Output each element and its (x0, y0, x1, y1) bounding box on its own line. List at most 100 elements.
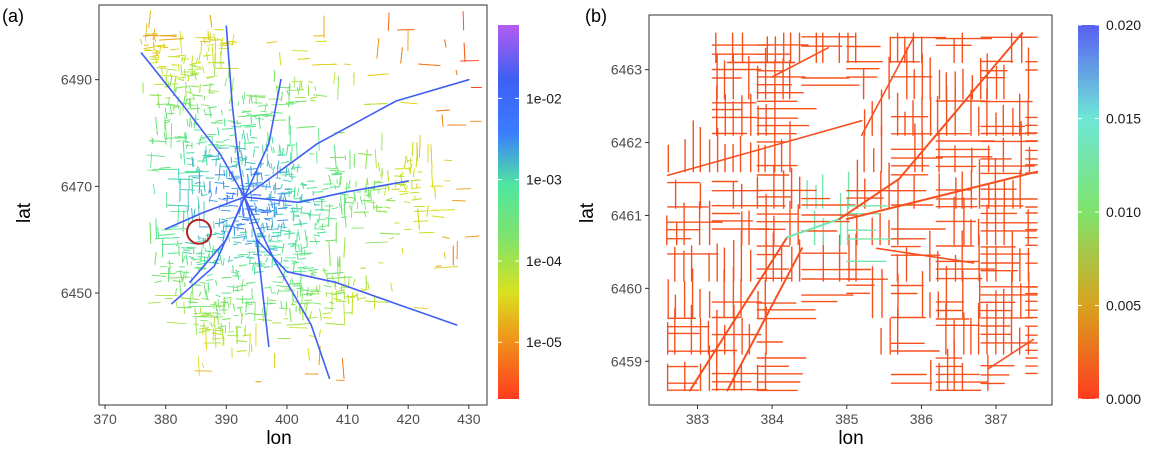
road-segment (236, 120, 239, 125)
road-segment (215, 186, 217, 195)
road-segment (265, 209, 273, 212)
street-segment (898, 32, 1024, 180)
road-segment (220, 220, 228, 223)
road-segment (215, 119, 223, 122)
road-segment (451, 199, 466, 202)
road-segment (341, 357, 345, 379)
colorbar-tick-label: 0.005 (1106, 298, 1141, 314)
road-segment (317, 213, 321, 224)
road-segment (310, 289, 320, 292)
road-segment (198, 236, 205, 240)
road-segment (204, 328, 213, 331)
road-segment (229, 298, 232, 306)
road-segment (390, 282, 393, 292)
road-segment (323, 285, 332, 288)
road-segment (335, 290, 345, 292)
y-axis-a: 6450 6470 6490 (61, 72, 99, 301)
road-segment (270, 163, 273, 171)
road-segment (243, 235, 246, 241)
road-segment (343, 207, 347, 228)
road-segment (221, 127, 234, 130)
road-segment (310, 99, 316, 102)
road-segment (333, 72, 336, 85)
road-segment (313, 94, 328, 97)
road-segment (205, 154, 208, 166)
road-segment (186, 157, 195, 160)
road-segment (200, 40, 210, 43)
road-segment (293, 210, 295, 222)
road-segment (236, 270, 240, 280)
road-segment (161, 228, 172, 231)
road-segment (180, 290, 183, 298)
road-segment (167, 252, 180, 254)
panel-a-label: (a) (2, 6, 24, 26)
road-segment (268, 203, 271, 212)
road-segment (291, 80, 303, 83)
road-segment (353, 191, 356, 202)
road-segment (232, 303, 236, 311)
road-segment (286, 323, 310, 326)
road-segment (147, 301, 161, 304)
road-segment (164, 119, 171, 122)
road-segment (156, 67, 167, 69)
road-segment (353, 153, 356, 168)
road-segment (296, 203, 298, 212)
road-segment (283, 221, 285, 229)
road-segment (205, 250, 217, 253)
road-segment (397, 183, 406, 186)
road-segment (182, 210, 185, 230)
road-segment (404, 156, 407, 168)
road-segment (271, 231, 281, 234)
road-segment (266, 222, 269, 230)
street-segment (771, 46, 829, 78)
road-segment (232, 265, 234, 273)
road-segment (360, 288, 369, 291)
road-segment (208, 261, 220, 264)
road-segment (329, 169, 338, 172)
road-segment (221, 218, 228, 221)
road-segment (184, 68, 186, 79)
road-segment (142, 34, 158, 37)
road-segment (334, 144, 337, 168)
road-segment (235, 161, 238, 169)
road-segment (331, 292, 342, 296)
road-segment (291, 166, 302, 169)
road-segment (175, 299, 178, 308)
road-segment (250, 213, 261, 216)
road-segment (205, 75, 218, 78)
road-segment (190, 107, 201, 110)
road-segment (199, 259, 208, 262)
road-segment (415, 183, 418, 189)
road-segment (419, 134, 421, 158)
road-segment (186, 206, 190, 227)
road-segment (275, 177, 281, 179)
road-segment (297, 266, 308, 269)
road-segment (253, 193, 261, 196)
road-segment (372, 200, 375, 210)
road-segment (211, 332, 223, 335)
road-segment (410, 187, 421, 190)
road-segment (298, 252, 311, 255)
road-segment (225, 192, 237, 195)
road-segment (299, 82, 301, 92)
road-segment (325, 217, 338, 220)
road-segment (195, 57, 199, 64)
road-segment (177, 168, 180, 184)
road-segment (333, 298, 341, 301)
road-segment (264, 102, 267, 112)
road-segment (403, 184, 406, 190)
road-segment (310, 302, 322, 305)
road-segment (284, 204, 292, 207)
road-segment (178, 65, 180, 72)
road-segment (208, 83, 211, 94)
road-segment (167, 75, 179, 78)
road-segment (233, 226, 245, 230)
road-segment (217, 325, 226, 328)
road-segment (189, 117, 191, 128)
road-segment (217, 127, 220, 136)
road-segment (338, 170, 345, 173)
road-segment (348, 180, 351, 188)
road-segment (180, 272, 183, 282)
road-segment (277, 219, 289, 222)
road-segment (410, 191, 420, 194)
